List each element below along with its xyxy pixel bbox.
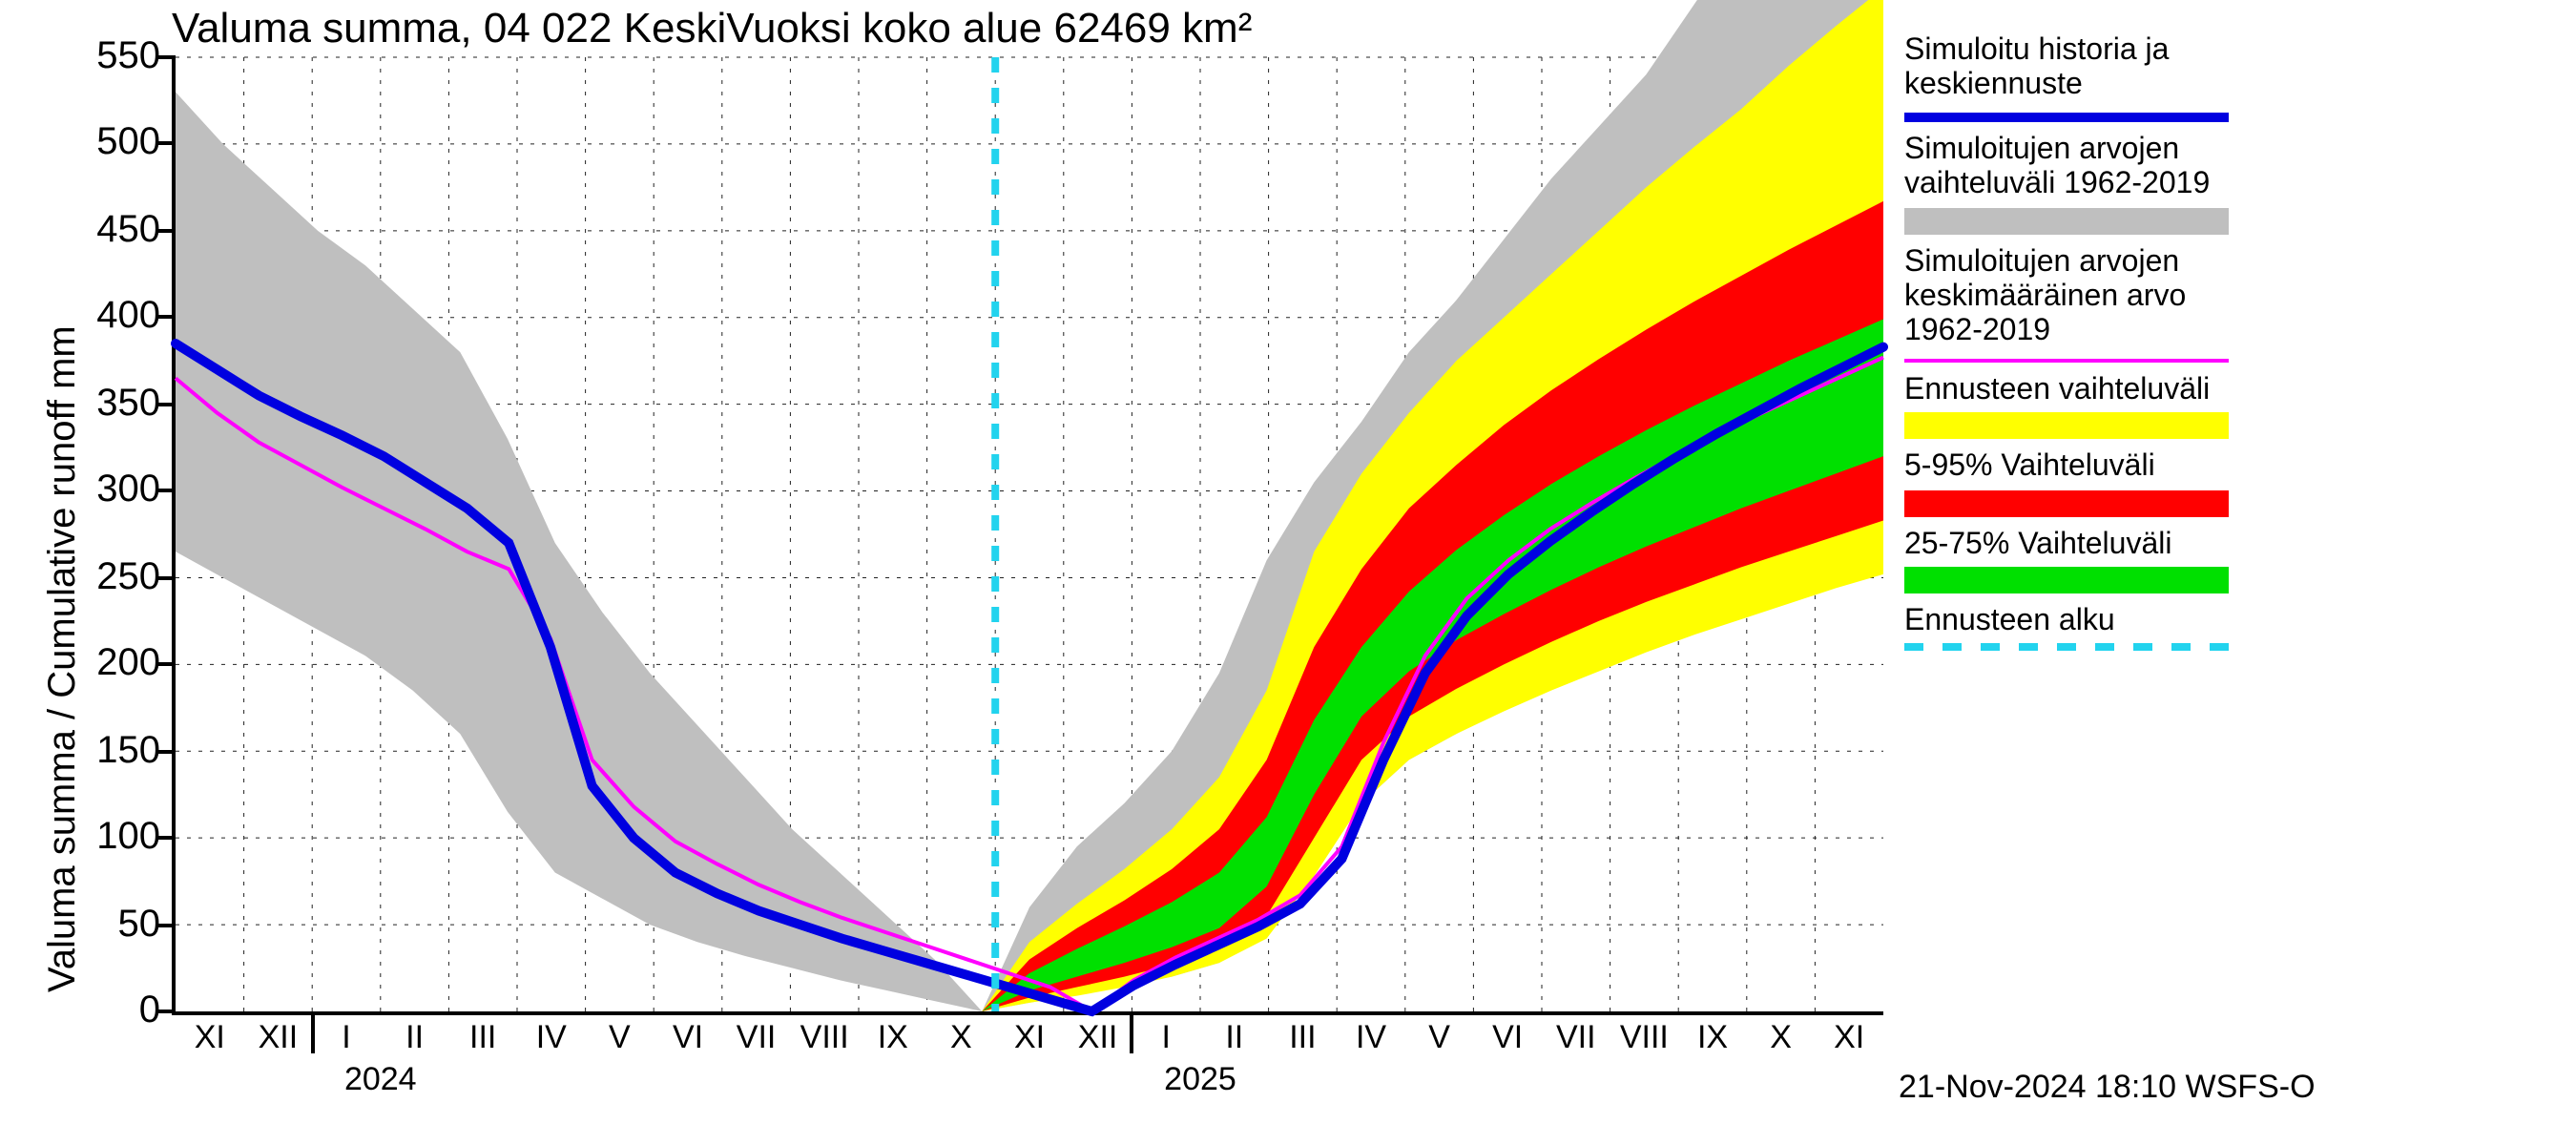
x-year-label: 2024 (344, 1011, 417, 1099)
x-tick-label: VIII (1620, 1011, 1669, 1057)
y-tick-label: 150 (96, 729, 176, 773)
x-tick-label: IX (1697, 1011, 1728, 1057)
x-tick-label: X (1770, 1011, 1792, 1057)
legend-item: Simuloitujen arvojenvaihteluväli 1962-20… (1904, 134, 2286, 235)
legend-item: Simuloitu historia jakeskiennuste (1904, 34, 2286, 122)
x-year-label: 2025 (1164, 1011, 1236, 1099)
legend-item: Simuloitujen arvojenkeskimääräinen arvo … (1904, 245, 2286, 362)
x-tick-label: VII (737, 1011, 777, 1057)
legend-swatch (1904, 644, 2229, 652)
y-axis-label: Valuma summa / Cumulative runoff mm (42, 325, 86, 992)
x-tick-label: IX (878, 1011, 908, 1057)
x-tick-label: XI (1014, 1011, 1045, 1057)
legend-swatch (1904, 567, 2229, 593)
y-tick-label: 250 (96, 555, 176, 599)
legend-label: Simuloitujen arvojen (1904, 134, 2286, 169)
x-tick-label: X (950, 1011, 972, 1057)
x-tick-label: VIII (800, 1011, 849, 1057)
plot-area: 050100150200250300350400450500550XIXIIII… (172, 57, 1883, 1015)
chart-title: Valuma summa, 04 022 KeskiVuoksi koko al… (172, 4, 1252, 53)
y-tick-label: 50 (118, 903, 177, 947)
legend-label: Ennusteen vaihteluväli (1904, 373, 2286, 408)
x-tick-label: IV (1356, 1011, 1386, 1057)
x-tick-label: III (469, 1011, 496, 1057)
x-tick-label: V (609, 1011, 631, 1057)
legend-item: Ennusteen vaihteluväli (1904, 373, 2286, 439)
x-tick-label: VII (1556, 1011, 1596, 1057)
x-year-tick (310, 1011, 314, 1053)
legend-label: Ennusteen alku (1904, 605, 2286, 640)
legend-label: keskiennuste (1904, 70, 2286, 105)
x-tick-label: III (1289, 1011, 1316, 1057)
y-tick-label: 200 (96, 642, 176, 686)
legend-swatch (1904, 412, 2229, 439)
legend-label: 5-95% Vaihteluväli (1904, 450, 2286, 486)
y-tick-label: 550 (96, 35, 176, 79)
y-tick-label: 500 (96, 122, 176, 166)
x-tick-label: V (1428, 1011, 1450, 1057)
legend-label: Simuloitujen arvojen (1904, 245, 2286, 281)
legend-label: vaihteluväli 1962-2019 (1904, 168, 2286, 203)
y-tick-label: 100 (96, 816, 176, 860)
legend-item: 5-95% Vaihteluväli (1904, 450, 2286, 516)
legend-swatch (1904, 358, 2229, 362)
legend: Simuloitu historia jakeskiennusteSimuloi… (1904, 34, 2286, 663)
x-tick-label: XI (195, 1011, 225, 1057)
plot-svg (176, 57, 1883, 1011)
x-tick-label: VI (1492, 1011, 1523, 1057)
y-tick-label: 300 (96, 469, 176, 513)
x-year-tick (1130, 1011, 1133, 1053)
legend-swatch (1904, 489, 2229, 516)
legend-label: Simuloitu historia ja (1904, 34, 2286, 70)
legend-item: 25-75% Vaihteluväli (1904, 528, 2286, 593)
x-tick-label: XI (1834, 1011, 1864, 1057)
y-tick-label: 350 (96, 383, 176, 427)
legend-label: 1962-2019 (1904, 316, 2286, 351)
legend-swatch (1904, 207, 2229, 234)
legend-label: 25-75% Vaihteluväli (1904, 528, 2286, 563)
legend-label: keskimääräinen arvo (1904, 281, 2286, 316)
x-tick-label: XII (259, 1011, 299, 1057)
legend-swatch (1904, 113, 2229, 122)
y-tick-label: 450 (96, 209, 176, 253)
x-tick-label: IV (536, 1011, 567, 1057)
x-tick-label: VI (673, 1011, 703, 1057)
x-tick-label: XII (1078, 1011, 1118, 1057)
legend-item: Ennusteen alku (1904, 605, 2286, 652)
y-tick-label: 400 (96, 296, 176, 340)
y-tick-label: 0 (139, 989, 176, 1033)
footer-timestamp: 21-Nov-2024 18:10 WSFS-O (1899, 1069, 2316, 1107)
